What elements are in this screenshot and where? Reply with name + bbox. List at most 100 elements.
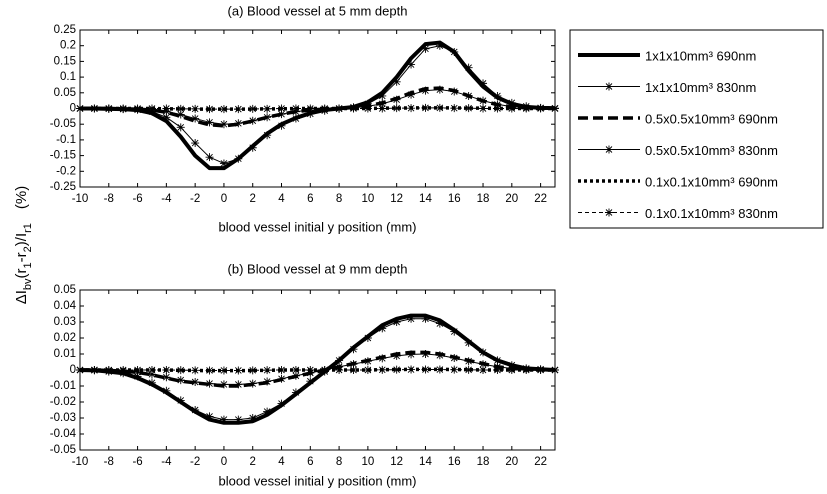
series-marker xyxy=(450,47,459,56)
series-marker xyxy=(378,104,387,113)
legend-marker xyxy=(605,82,613,91)
legend-marker xyxy=(605,145,613,154)
series-marker xyxy=(479,96,488,105)
y-label-part: ΔI xyxy=(13,290,30,304)
series-marker xyxy=(191,366,200,375)
x-tick-label: 0 xyxy=(221,456,227,468)
x-tick-label: 20 xyxy=(505,456,518,468)
series-marker xyxy=(277,374,286,383)
series-marker xyxy=(435,319,444,328)
x-tick-label: 2 xyxy=(250,456,256,468)
series-marker xyxy=(219,415,228,424)
x-tick-label: 6 xyxy=(307,456,313,468)
y-label-part: r1 xyxy=(22,223,34,233)
series-line xyxy=(80,369,555,371)
x-tick-label: 22 xyxy=(534,456,547,468)
series-marker xyxy=(522,366,531,374)
series-marker xyxy=(378,365,387,374)
series-marker xyxy=(234,366,243,375)
series-marker xyxy=(219,366,228,375)
series-marker xyxy=(291,366,300,374)
x-tick-label: 12 xyxy=(390,193,403,205)
series-marker xyxy=(363,334,372,342)
series-marker xyxy=(205,153,214,162)
series-marker xyxy=(205,118,214,127)
series-marker xyxy=(479,360,488,369)
series-marker xyxy=(421,44,430,53)
series-marker xyxy=(306,377,315,386)
series-marker xyxy=(291,388,300,397)
x-tick-label: 14 xyxy=(419,456,432,468)
series-marker xyxy=(464,357,473,366)
series-marker xyxy=(205,379,214,388)
series-marker xyxy=(363,357,372,366)
series-marker xyxy=(90,366,99,374)
series-marker xyxy=(392,95,401,104)
legend-label: 0.1x0.1x10mm³ 830nm xyxy=(645,206,778,221)
series-marker xyxy=(421,86,430,95)
series-marker xyxy=(147,370,156,379)
series-marker xyxy=(277,399,286,408)
y-tick-label: 0 xyxy=(70,364,76,376)
series-marker xyxy=(349,345,358,354)
series-marker xyxy=(277,110,286,119)
series-marker xyxy=(407,90,416,99)
series-marker xyxy=(392,318,401,326)
series-marker xyxy=(392,104,401,113)
series-marker xyxy=(119,366,128,374)
series-marker xyxy=(205,105,214,114)
x-tick-label: -2 xyxy=(190,456,200,468)
series-marker xyxy=(119,104,128,113)
series-marker xyxy=(176,396,185,405)
series-marker xyxy=(363,104,372,113)
series-marker xyxy=(363,366,372,374)
series-line xyxy=(80,40,556,171)
series-marker xyxy=(349,360,358,369)
series-marker xyxy=(277,366,286,374)
series-marker xyxy=(536,104,545,113)
y-tick-label: -0.04 xyxy=(50,428,77,440)
y-axis-label: ΔIbv(r1-r2)/Ir1(%) xyxy=(13,186,34,305)
series-marker xyxy=(263,366,272,375)
chart-title: (a) Blood vessel at 5 mm depth xyxy=(228,3,408,18)
x-tick-label: -6 xyxy=(132,193,142,205)
y-label-part: bv xyxy=(22,278,34,290)
series-marker xyxy=(248,379,257,388)
series-marker xyxy=(176,376,185,385)
series-marker xyxy=(320,366,329,374)
y-label-part: r xyxy=(13,268,30,273)
series-line xyxy=(80,45,556,164)
y-tick-label: -0.01 xyxy=(50,380,76,392)
series-marker xyxy=(551,366,559,374)
series-marker xyxy=(162,386,171,395)
series-marker xyxy=(133,366,142,374)
series-marker xyxy=(407,350,416,359)
series-marker xyxy=(162,104,171,113)
y-tick-label: 0.05 xyxy=(54,87,76,99)
series-marker xyxy=(507,366,516,374)
y-tick-label: 0 xyxy=(70,103,76,115)
series-marker xyxy=(378,99,387,108)
series-marker xyxy=(378,91,387,100)
x-tick-label: 14 xyxy=(419,193,432,205)
x-tick-label: 16 xyxy=(448,193,461,205)
series-marker xyxy=(435,85,444,94)
series-marker xyxy=(450,87,459,96)
series-marker xyxy=(335,356,344,365)
x-tick-label: -4 xyxy=(161,456,172,468)
series-line xyxy=(80,89,556,125)
series-marker xyxy=(219,105,228,114)
series-marker xyxy=(104,366,113,374)
x-tick-label: 6 xyxy=(307,193,313,205)
series-marker xyxy=(147,104,156,113)
series-marker xyxy=(76,104,84,113)
series-marker xyxy=(263,407,272,416)
series-marker xyxy=(435,351,444,360)
series-marker xyxy=(493,366,502,374)
series-marker xyxy=(551,104,559,113)
x-tick-label: -4 xyxy=(161,193,172,205)
series-marker xyxy=(234,380,243,389)
y-tick-label: 0.25 xyxy=(54,24,76,36)
y-label-part: (%) xyxy=(13,186,30,209)
x-tick-label: -2 xyxy=(190,193,200,205)
